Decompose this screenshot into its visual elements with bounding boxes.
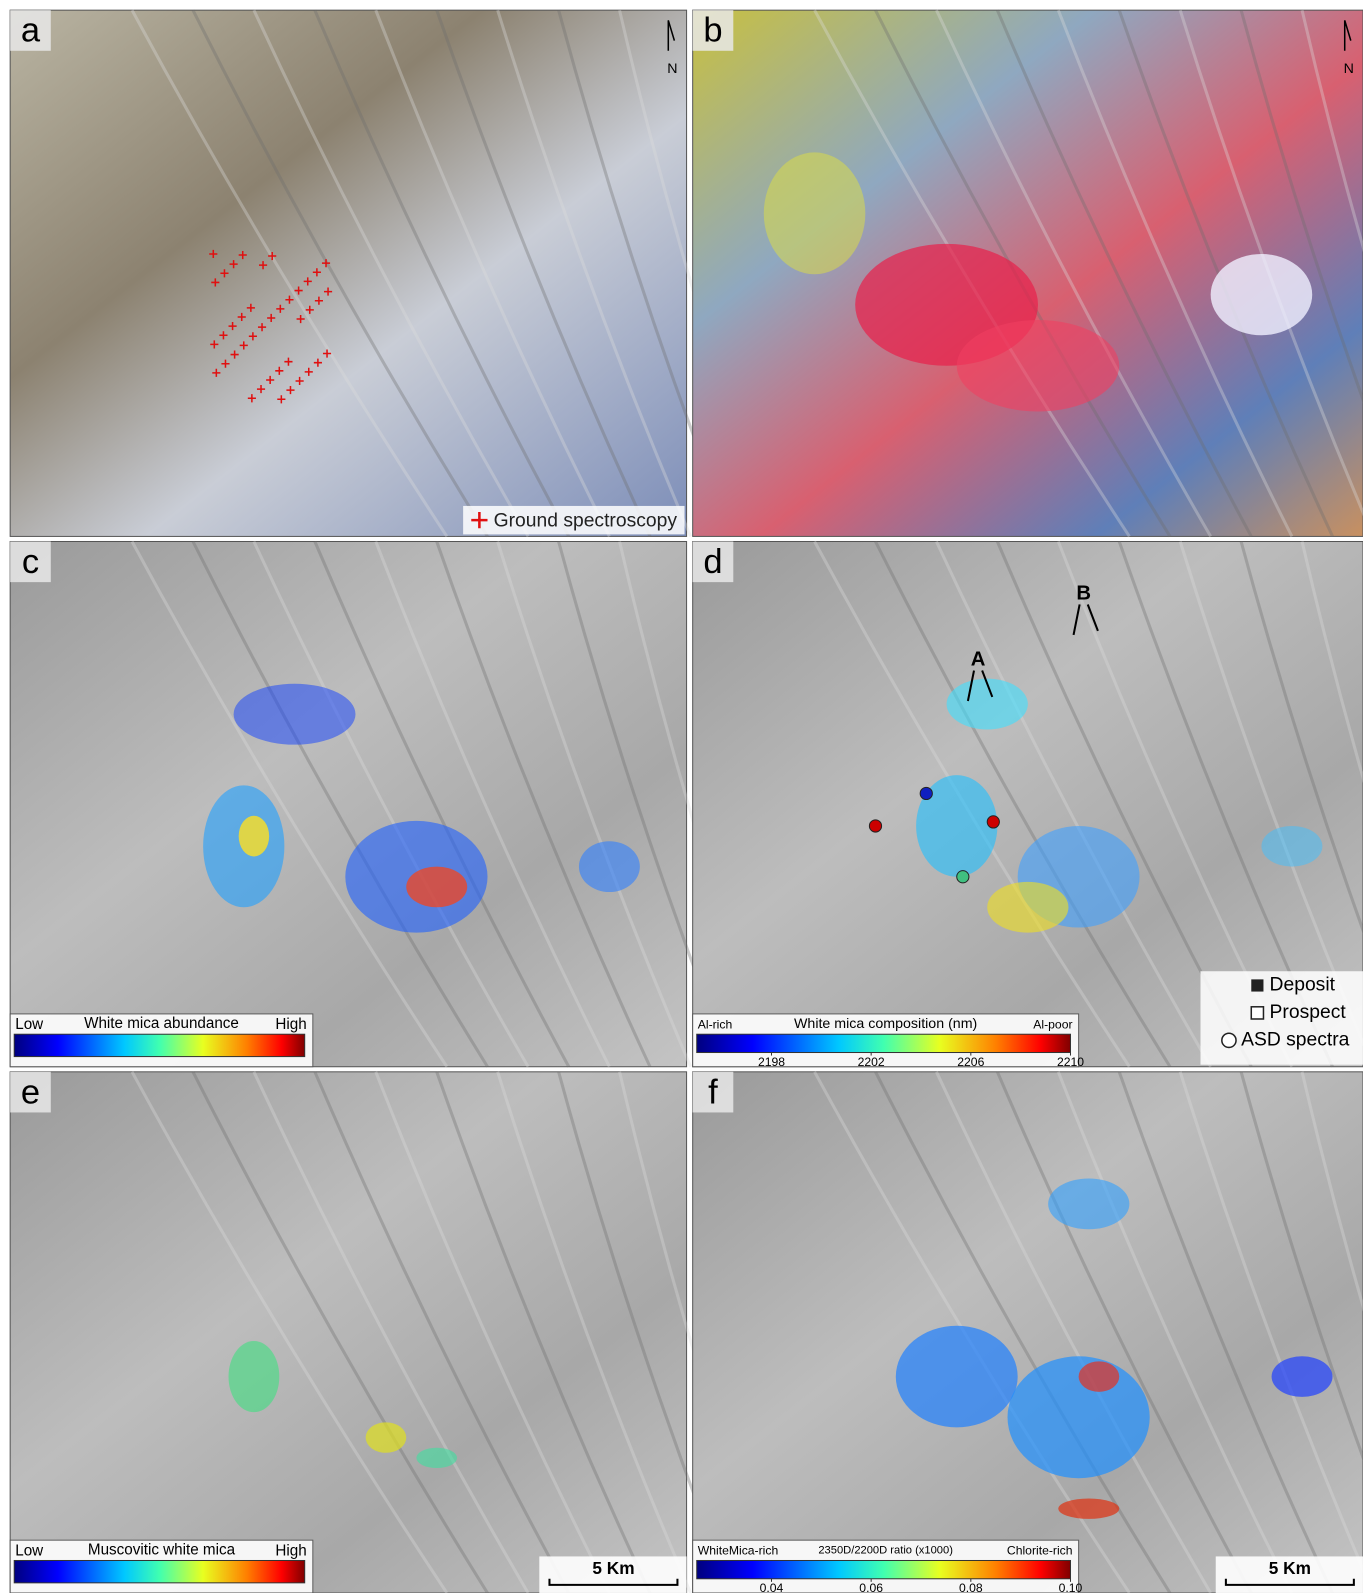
panel: d A B Deposit Prospect ASD spectra Al-rich Whit… — [693, 541, 1363, 1068]
mapped-area — [1079, 1361, 1120, 1391]
legend-label: Prospect — [1270, 1002, 1347, 1023]
mapped-area — [406, 867, 467, 908]
panel-label: e — [21, 1073, 40, 1111]
colorbar-tick-label: 2206 — [957, 1055, 984, 1069]
colorbar-title: 2350D/2200D ratio (x1000) — [818, 1544, 953, 1556]
colorbar-tick-label: 0.04 — [760, 1581, 784, 1593]
mapped-area — [234, 684, 356, 745]
colorbar-tick-label: 2198 — [758, 1055, 785, 1069]
colorbar — [697, 1034, 1071, 1052]
colorbar-tick-label: 0.10 — [1059, 1581, 1083, 1593]
colorbar — [14, 1034, 304, 1056]
mapped-area — [896, 1326, 1018, 1428]
mapped-area — [1272, 1356, 1333, 1397]
mapped-area — [957, 320, 1120, 411]
panel: e Low Muscovitic white mica High 5 Km — [10, 1072, 772, 1593]
colorbar-title: White mica abundance — [84, 1015, 239, 1032]
colorbar-high: Al-poor — [1033, 1017, 1072, 1031]
panel-label: c — [22, 543, 39, 581]
colorbar-low: Low — [15, 1542, 44, 1559]
mapped-area — [1048, 1178, 1129, 1229]
colorbar-tick-label: 0.08 — [959, 1581, 983, 1593]
colorbar-high: High — [275, 1016, 306, 1033]
legend-symbol — [1251, 979, 1263, 991]
asd-site — [869, 820, 881, 832]
panel: a N Ground spectroscopy — [10, 10, 772, 536]
north-label: N — [667, 61, 677, 77]
panel: f WhiteMica-rich 2350D/2200D ratio (x1000)… — [693, 1072, 1363, 1593]
north-label: N — [1344, 61, 1354, 77]
panel-label: a — [21, 12, 41, 50]
mapped-area — [1008, 1356, 1150, 1478]
legend-label: ASD spectra — [1241, 1029, 1350, 1050]
colorbar-high: Chlorite-rich — [1007, 1544, 1073, 1558]
colorbar-tick-label: 2210 — [1057, 1055, 1084, 1069]
panel: c Low White mica abundance High — [10, 541, 772, 1066]
colorbar-high: High — [275, 1542, 306, 1559]
legend-symbol — [1222, 1033, 1236, 1047]
figure: aNGround spectroscopybNcLowWhite mica ab… — [0, 0, 1363, 1593]
mapped-area — [239, 816, 269, 857]
colorbar — [14, 1560, 304, 1582]
mapped-area — [579, 841, 640, 892]
colorbar-title: White mica composition (nm) — [794, 1016, 977, 1032]
colorbar-tick-label: 0.06 — [859, 1581, 883, 1593]
colorbar-low: Low — [15, 1016, 44, 1033]
mapped-area — [764, 152, 866, 274]
asd-site — [957, 871, 969, 883]
panel: bN — [693, 10, 1363, 536]
mapped-area — [416, 1448, 457, 1468]
mapped-area — [1261, 826, 1322, 867]
legend-symbol — [1251, 1007, 1263, 1019]
mapped-area — [987, 882, 1068, 933]
mapped-area — [366, 1422, 407, 1452]
annotation: B — [1076, 583, 1091, 605]
colorbar — [697, 1560, 1071, 1578]
colorbar-tick-label: 2202 — [858, 1055, 885, 1069]
legend-label: Ground spectroscopy — [494, 510, 678, 531]
colorbar-low: WhiteMica-rich — [698, 1544, 778, 1558]
asd-site — [987, 816, 999, 828]
scale-bar-label: 5 Km — [592, 1558, 634, 1578]
asd-site — [920, 787, 932, 799]
legend-label: Deposit — [1270, 975, 1336, 996]
annotation: A — [971, 649, 986, 671]
mapped-area — [1211, 254, 1313, 335]
colorbar-title: Muscovitic white mica — [88, 1541, 236, 1558]
scale-bar-label: 5 Km — [1269, 1558, 1311, 1578]
panel-label: b — [703, 12, 722, 50]
mapped-area — [229, 1341, 280, 1412]
colorbar-low: Al-rich — [698, 1017, 732, 1031]
mapped-area — [1058, 1499, 1119, 1519]
panel-label: f — [708, 1073, 718, 1111]
panel-label: d — [703, 543, 722, 581]
